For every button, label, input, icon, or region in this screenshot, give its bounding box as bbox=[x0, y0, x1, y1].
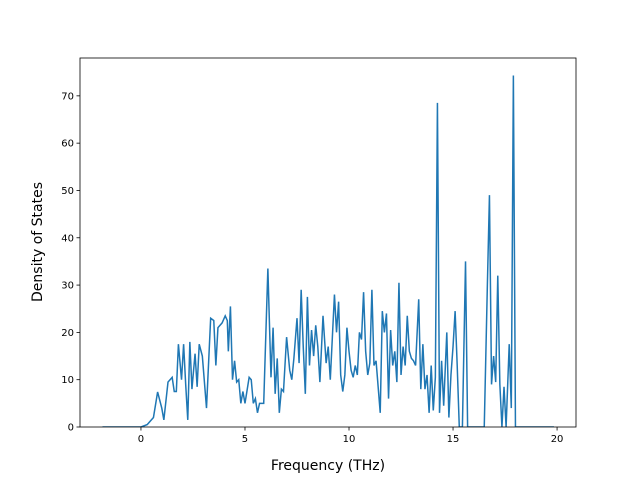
y-tick-label: 0 bbox=[68, 423, 74, 434]
y-tick-label: 10 bbox=[61, 375, 74, 386]
x-tick-label: 20 bbox=[551, 434, 564, 445]
y-tick-label: 40 bbox=[61, 233, 74, 244]
x-tick-label: 10 bbox=[343, 434, 356, 445]
x-tick-label: 0 bbox=[138, 434, 144, 445]
x-axis-label: Frequency (THz) bbox=[271, 458, 385, 474]
x-tick-label: 5 bbox=[242, 434, 248, 445]
x-tick-label: 15 bbox=[447, 434, 460, 445]
y-tick-label: 50 bbox=[61, 186, 74, 197]
y-tick-label: 20 bbox=[61, 328, 74, 339]
y-axis-label: Density of States bbox=[30, 182, 46, 302]
y-tick-label: 70 bbox=[61, 91, 74, 102]
y-tick-label: 60 bbox=[61, 139, 74, 150]
data-line bbox=[102, 75, 554, 427]
y-tick-label: 30 bbox=[61, 281, 74, 292]
plot-frame bbox=[79, 57, 577, 428]
